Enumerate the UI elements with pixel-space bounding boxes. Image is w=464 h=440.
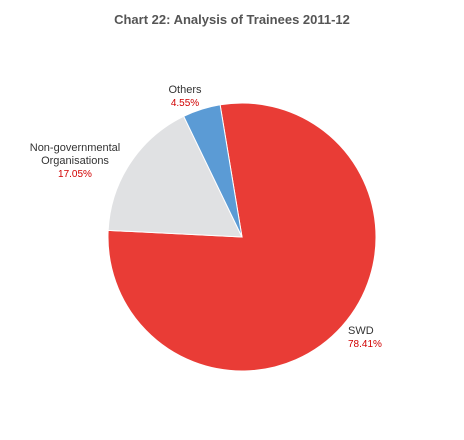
category-name: Non-governmental Organisations bbox=[29, 142, 121, 167]
value-label: 4.55% bbox=[170, 98, 200, 109]
pie-slice bbox=[107, 115, 243, 238]
value-label: 78.41% bbox=[348, 339, 382, 350]
category-name: Others bbox=[168, 84, 202, 96]
chart-title: Chart 22: Analysis of Trainees 2011-12 bbox=[114, 12, 350, 27]
category-name: SWD bbox=[348, 325, 374, 337]
slice-label: SWD 78.41% bbox=[348, 325, 428, 351]
pie-slice bbox=[183, 104, 243, 238]
slice-label: Non-governmental Organisations 17.05% bbox=[20, 142, 130, 181]
slice-label: Others 4.55% bbox=[150, 84, 220, 110]
value-label: 17.05% bbox=[58, 169, 92, 180]
